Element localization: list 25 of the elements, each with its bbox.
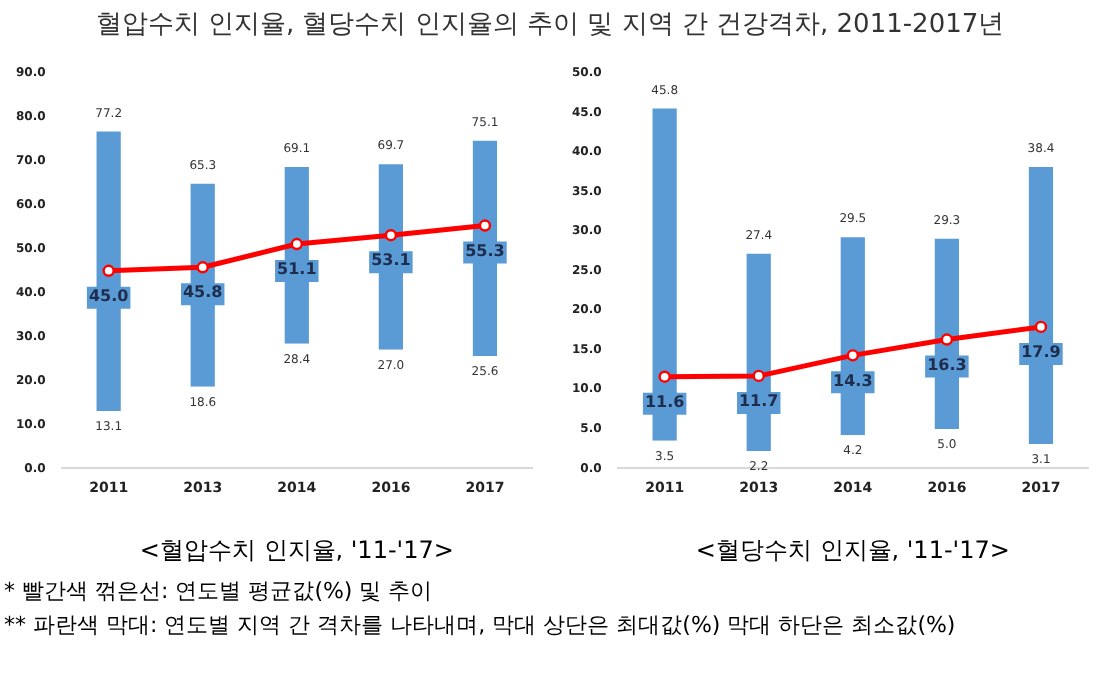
text: ** 파란색 막대: 연도별 지역 간 격차를 나타내며, 막대 상단은 최대값(%) 막대 하단은 최소값(%)	[4, 610, 958, 642]
data-label: 11.7	[738, 392, 779, 411]
point	[478, 219, 492, 232]
x-axis-title: <혈압수치 인지율, '11-'17>	[139, 535, 454, 564]
chart-title: 혈압수치 인지율, 혈당수치 인지율의 추이 및 지역 간 건강격차, 2011-2017년	[93, 8, 1007, 44]
data-label: 11.6	[644, 392, 686, 411]
data-label: 14.3	[833, 371, 873, 390]
point	[658, 370, 671, 383]
text: * 빨간색 꺾은선: 연도별 평균값(%) 및 추이	[4, 576, 435, 608]
point	[846, 349, 859, 362]
data-label: 51.1	[277, 260, 318, 279]
data-label: 45.0	[88, 286, 130, 305]
point	[196, 261, 209, 274]
point	[290, 237, 303, 251]
point	[752, 369, 765, 383]
x-axis-title: <혈당수치 인지율, '11-'17>	[695, 535, 1010, 564]
point	[384, 229, 398, 242]
data-label: 55.3	[465, 241, 505, 260]
point	[940, 333, 954, 346]
point	[102, 264, 115, 277]
point	[1034, 320, 1048, 334]
data-label: 17.9	[1021, 343, 1062, 362]
data-label: 16.3	[927, 355, 967, 374]
data-label: 45.8	[182, 283, 224, 302]
data-label: 53.1	[371, 251, 412, 270]
